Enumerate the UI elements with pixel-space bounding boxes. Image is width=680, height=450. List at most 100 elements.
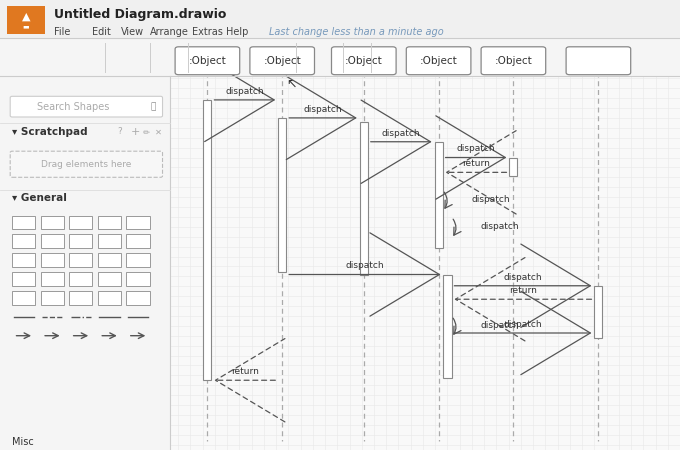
Text: ⊕: ⊕ — [114, 51, 124, 64]
Text: ❐: ❐ — [211, 52, 221, 63]
FancyBboxPatch shape — [126, 253, 150, 267]
Text: Help: Help — [226, 27, 248, 37]
FancyArrowPatch shape — [444, 192, 452, 208]
Text: ⊞: ⊞ — [377, 51, 388, 64]
Text: ▾: ▾ — [32, 53, 36, 62]
Text: ▾: ▾ — [85, 53, 89, 62]
Bar — [594, 286, 602, 338]
Text: :Object: :Object — [420, 56, 458, 66]
FancyBboxPatch shape — [0, 76, 170, 450]
Text: ⌐: ⌐ — [322, 51, 333, 64]
Text: ↖: ↖ — [286, 77, 296, 90]
Text: :Object: :Object — [494, 56, 532, 66]
Bar — [360, 122, 368, 274]
Text: dispatch: dispatch — [382, 129, 420, 138]
FancyBboxPatch shape — [12, 291, 35, 305]
Text: ⊕: ⊕ — [352, 51, 362, 64]
FancyBboxPatch shape — [41, 291, 64, 305]
Text: ✂: ✂ — [244, 52, 254, 63]
FancyBboxPatch shape — [69, 253, 92, 267]
FancyBboxPatch shape — [126, 291, 150, 305]
Text: dispatch: dispatch — [480, 222, 519, 231]
Text: dispatch: dispatch — [504, 320, 542, 329]
Text: File: File — [54, 27, 71, 37]
FancyBboxPatch shape — [332, 47, 396, 75]
FancyBboxPatch shape — [12, 253, 35, 267]
Text: :Object: :Object — [345, 56, 383, 66]
FancyBboxPatch shape — [69, 272, 92, 286]
Text: :Object: :Object — [263, 56, 301, 66]
FancyBboxPatch shape — [12, 234, 35, 248]
FancyBboxPatch shape — [126, 234, 150, 248]
Text: ?: ? — [117, 127, 122, 136]
FancyBboxPatch shape — [41, 216, 64, 229]
Text: return: return — [509, 286, 537, 295]
FancyBboxPatch shape — [41, 253, 64, 267]
Text: ↺: ↺ — [156, 51, 167, 64]
FancyBboxPatch shape — [175, 47, 240, 75]
FancyArrowPatch shape — [453, 318, 461, 334]
Text: return: return — [231, 367, 258, 376]
FancyBboxPatch shape — [566, 47, 631, 75]
FancyBboxPatch shape — [10, 151, 163, 177]
Text: dispatch: dispatch — [304, 105, 342, 114]
FancyBboxPatch shape — [98, 272, 121, 286]
FancyBboxPatch shape — [170, 76, 680, 450]
FancyBboxPatch shape — [41, 272, 64, 286]
Text: dispatch: dispatch — [504, 273, 542, 282]
Text: ▾ Scratchpad: ▾ Scratchpad — [12, 127, 88, 137]
FancyBboxPatch shape — [12, 272, 35, 286]
Text: ⊞: ⊞ — [13, 51, 24, 64]
FancyBboxPatch shape — [98, 216, 121, 229]
Text: Last change less than a minute ago: Last change less than a minute ago — [269, 27, 443, 37]
Text: return: return — [462, 159, 490, 168]
Text: ⊖: ⊖ — [129, 51, 140, 64]
Text: ⬡: ⬡ — [278, 52, 288, 63]
Text: +: + — [131, 127, 140, 137]
Text: ↻: ↻ — [170, 51, 181, 64]
Text: dispatch: dispatch — [471, 195, 510, 204]
Text: ▲: ▲ — [22, 12, 30, 22]
FancyBboxPatch shape — [407, 47, 471, 75]
Text: →|: →| — [304, 52, 315, 63]
Text: View: View — [121, 27, 144, 37]
Text: ✕: ✕ — [155, 127, 162, 136]
Text: Untitled Diagram.drawio: Untitled Diagram.drawio — [54, 8, 226, 21]
Text: Extras: Extras — [192, 27, 222, 37]
Text: ✏: ✏ — [262, 52, 271, 63]
FancyBboxPatch shape — [10, 96, 163, 117]
FancyBboxPatch shape — [250, 47, 314, 75]
FancyBboxPatch shape — [41, 234, 64, 248]
FancyBboxPatch shape — [0, 0, 680, 38]
FancyBboxPatch shape — [0, 38, 680, 76]
FancyBboxPatch shape — [69, 291, 92, 305]
FancyBboxPatch shape — [481, 47, 546, 75]
Text: ▾ General: ▾ General — [12, 194, 67, 203]
FancyBboxPatch shape — [69, 216, 92, 229]
Text: dispatch: dispatch — [345, 261, 384, 270]
FancyBboxPatch shape — [69, 234, 92, 248]
FancyBboxPatch shape — [98, 253, 121, 267]
Text: Arrange: Arrange — [150, 27, 188, 37]
Text: dispatch: dispatch — [480, 321, 519, 330]
FancyBboxPatch shape — [126, 272, 150, 286]
FancyBboxPatch shape — [7, 6, 45, 34]
Bar — [203, 100, 211, 380]
Text: 🔍: 🔍 — [151, 102, 156, 111]
Bar — [435, 142, 443, 248]
Bar — [443, 274, 452, 378]
Text: 🗑: 🗑 — [197, 52, 204, 63]
Text: dispatch: dispatch — [226, 87, 264, 96]
Text: ✏: ✏ — [143, 127, 150, 136]
Text: Drag elements here: Drag elements here — [41, 160, 131, 169]
FancyArrowPatch shape — [453, 219, 461, 235]
Bar — [509, 158, 517, 176]
FancyBboxPatch shape — [12, 216, 35, 229]
Text: Search Shapes: Search Shapes — [37, 102, 109, 112]
Text: Edit: Edit — [92, 27, 111, 37]
FancyBboxPatch shape — [98, 291, 121, 305]
Bar — [278, 118, 286, 272]
Text: dispatch: dispatch — [457, 144, 495, 153]
Text: ⧉: ⧉ — [230, 52, 237, 63]
FancyBboxPatch shape — [126, 216, 150, 229]
